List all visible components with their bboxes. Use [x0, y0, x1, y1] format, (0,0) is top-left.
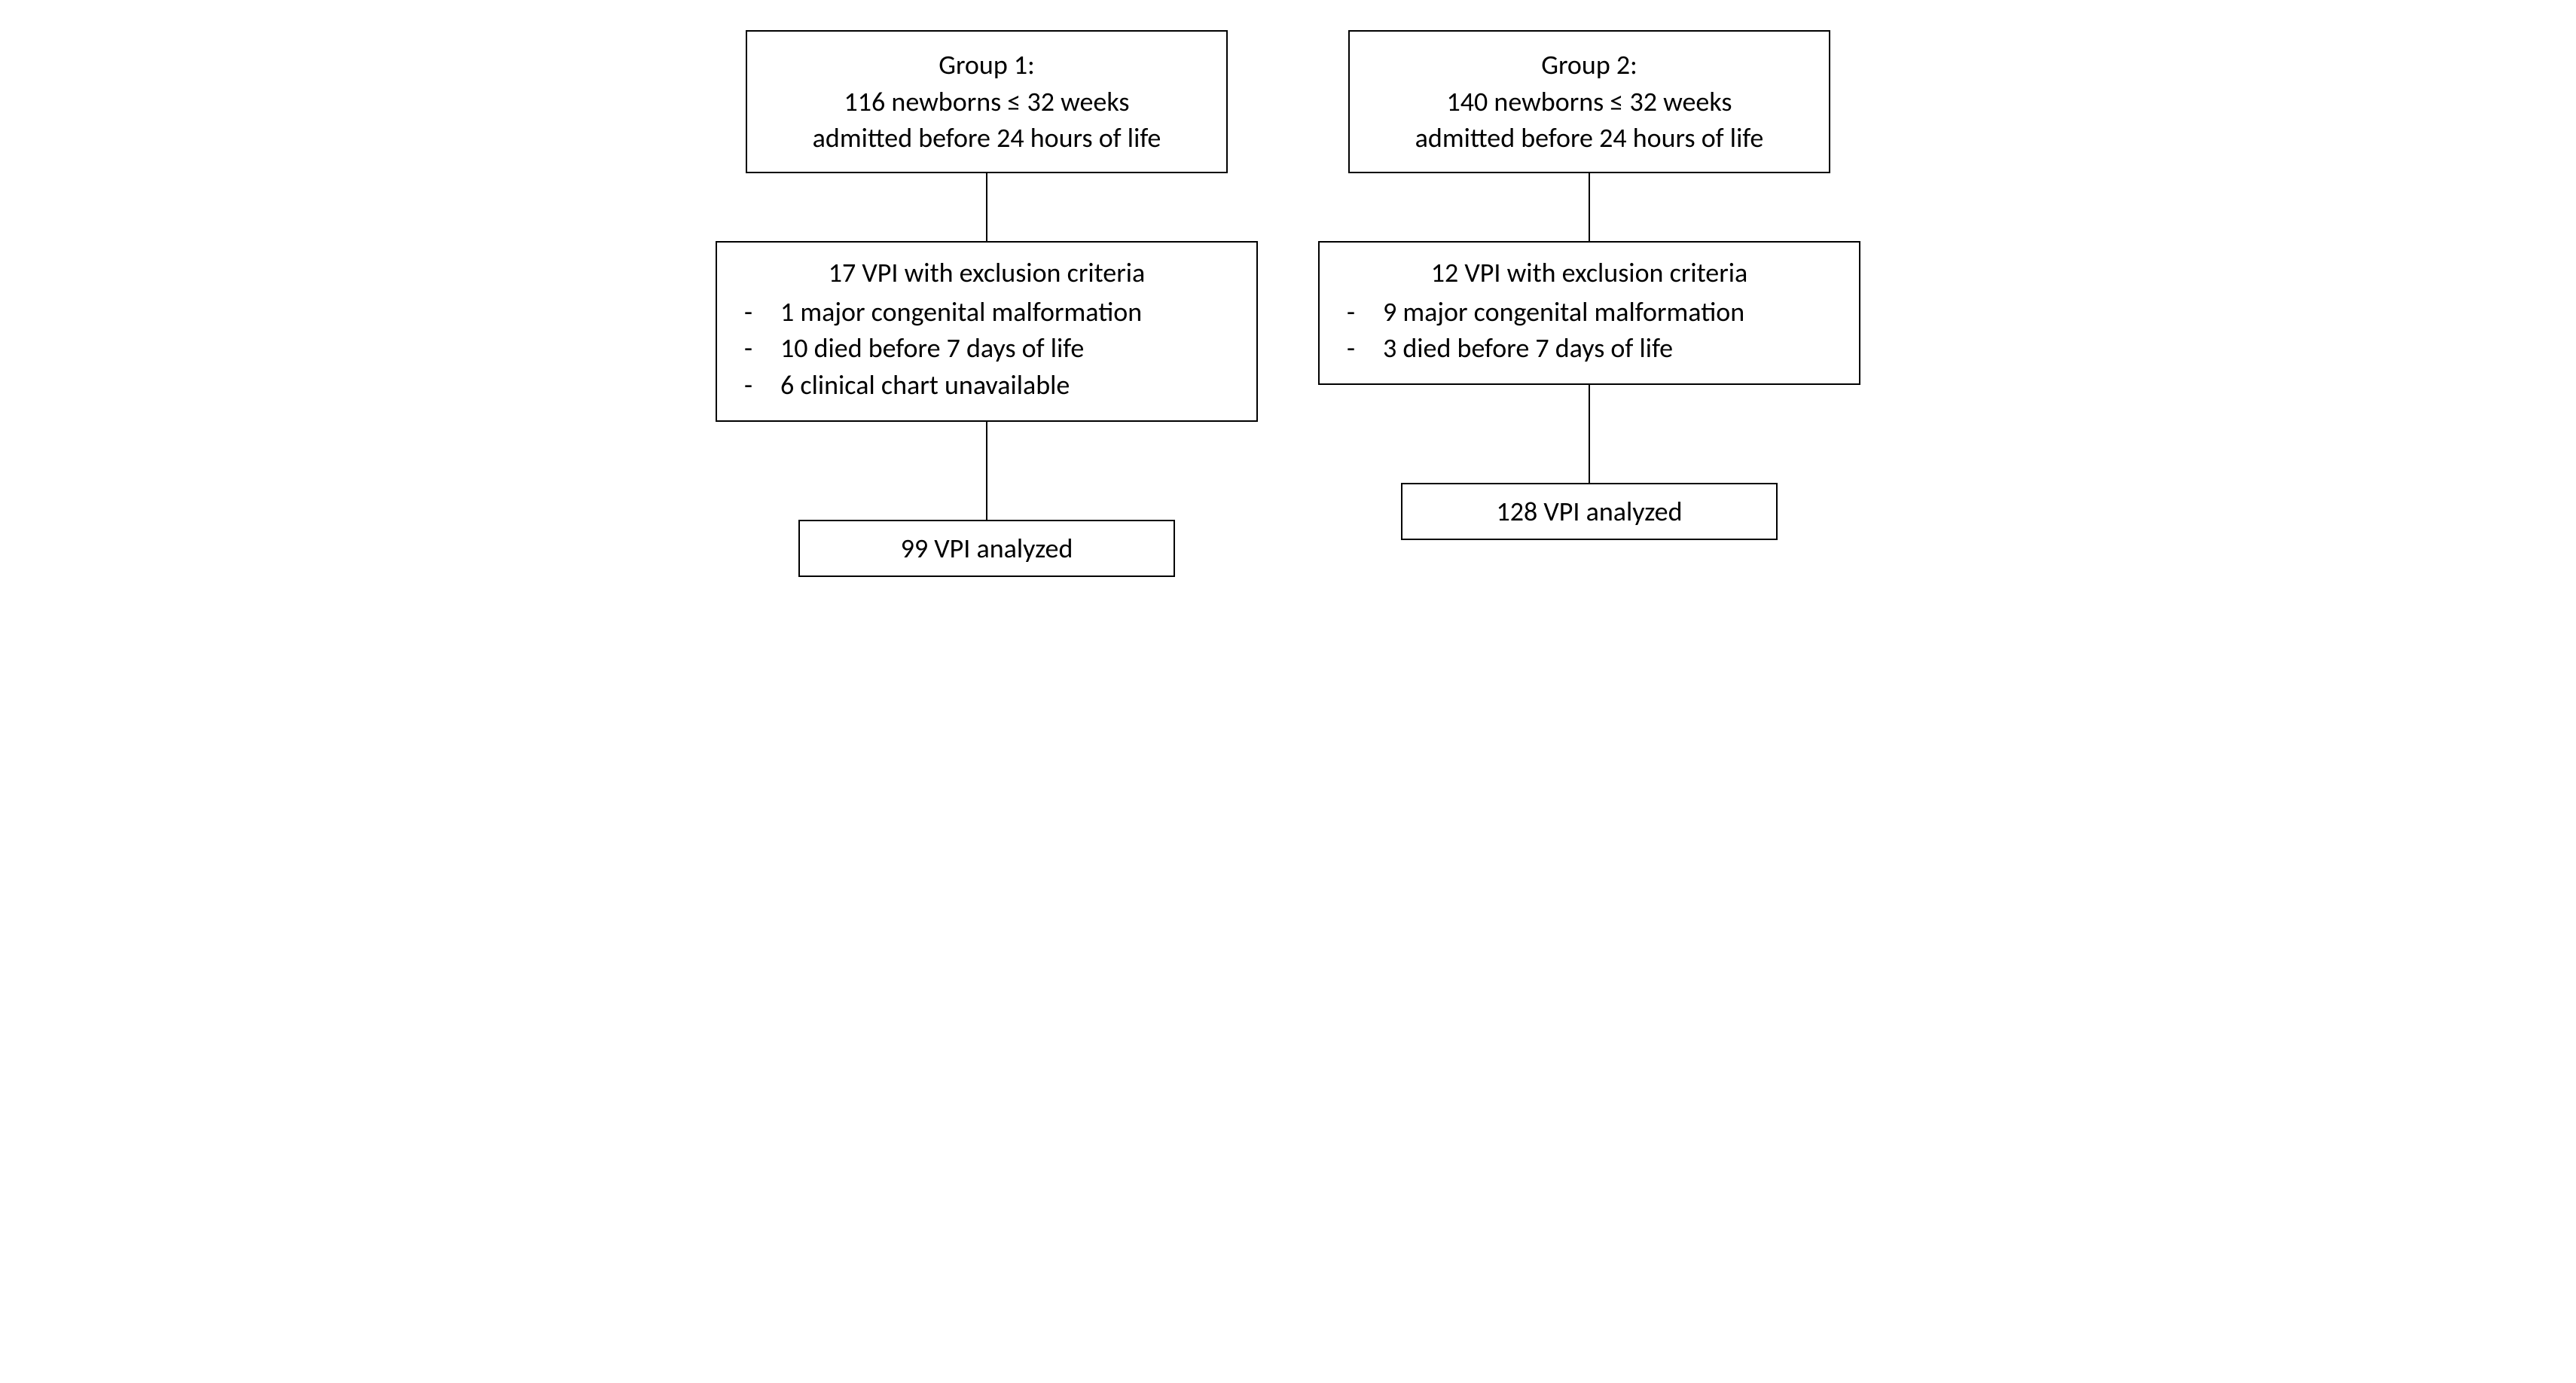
group1-result-text: 99 VPI analyzed	[815, 532, 1158, 565]
group2-exclusion-list: 9 major congenital malformation 3 died b…	[1338, 294, 1841, 367]
list-item: 10 died before 7 days of life	[744, 330, 1238, 367]
group1-result-box: 99 VPI analyzed	[798, 520, 1175, 577]
group1-exclusion-list: 1 major congenital malformation 10 died …	[735, 294, 1238, 404]
group2-title-line3: admitted before 24 hours of life	[1371, 120, 1808, 157]
connector-line	[1589, 173, 1590, 241]
connector-line	[986, 173, 987, 241]
list-item: 3 died before 7 days of life	[1347, 330, 1841, 367]
group1-title-line1: Group 1:	[768, 47, 1205, 84]
list-item: 6 clinical chart unavailable	[744, 367, 1238, 404]
group2-top-box: Group 2: 140 newborns ≤ 32 weeks admitte…	[1348, 30, 1830, 173]
list-item: 9 major congenital malformation	[1347, 294, 1841, 331]
flowchart-diagram: Group 1: 116 newborns ≤ 32 weeks admitte…	[716, 30, 1860, 577]
group2-title-line1: Group 2:	[1371, 47, 1808, 84]
group2-exclusion-title: 12 VPI with exclusion criteria	[1338, 256, 1841, 289]
group2-title-line2: 140 newborns ≤ 32 weeks	[1371, 84, 1808, 121]
group1-title-line2: 116 newborns ≤ 32 weeks	[768, 84, 1205, 121]
group1-exclusion-box: 17 VPI with exclusion criteria 1 major c…	[716, 241, 1258, 422]
group2-result-text: 128 VPI analyzed	[1418, 495, 1761, 528]
group1-exclusion-title: 17 VPI with exclusion criteria	[735, 256, 1238, 289]
group2-exclusion-box: 12 VPI with exclusion criteria 9 major c…	[1318, 241, 1860, 385]
list-item: 1 major congenital malformation	[744, 294, 1238, 331]
group1-title-line3: admitted before 24 hours of life	[768, 120, 1205, 157]
flow-column-group2: Group 2: 140 newborns ≤ 32 weeks admitte…	[1318, 30, 1860, 577]
group1-top-box: Group 1: 116 newborns ≤ 32 weeks admitte…	[746, 30, 1228, 173]
connector-line	[1589, 385, 1590, 483]
connector-line	[986, 422, 987, 520]
group2-result-box: 128 VPI analyzed	[1401, 483, 1778, 540]
flow-column-group1: Group 1: 116 newborns ≤ 32 weeks admitte…	[716, 30, 1258, 577]
